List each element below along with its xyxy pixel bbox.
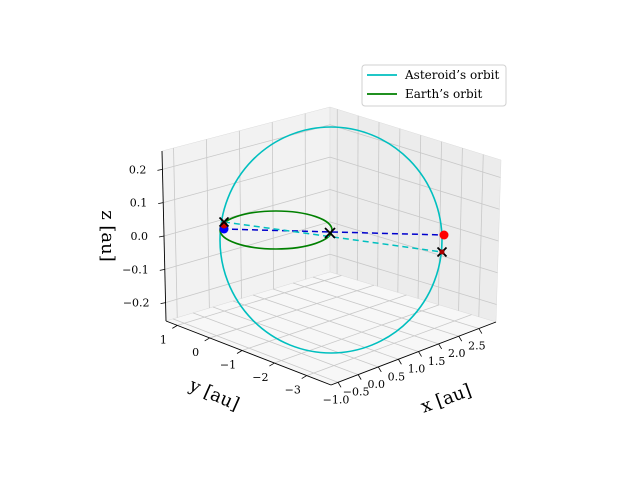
- y-tick-label: 1: [160, 333, 167, 346]
- x-tick-label: 0.0: [368, 378, 386, 391]
- legend: Asteroid’s orbit Earth’s orbit: [362, 65, 506, 106]
- x-tick-label: 2.0: [448, 347, 466, 360]
- y-axis-label: y [au]: [185, 374, 242, 415]
- y-tick-label: 0: [192, 346, 199, 359]
- z-tick-label: 0.0: [131, 230, 149, 243]
- legend-label-earth: Earth’s orbit: [405, 87, 482, 101]
- asteroid-position-marker: [440, 231, 449, 240]
- x-tick-label: −0.5: [343, 386, 370, 399]
- z-tick-label: 0.1: [130, 197, 148, 210]
- y-tick-label: −3: [285, 384, 301, 397]
- legend-label-asteroid: Asteroid’s orbit: [404, 68, 499, 82]
- x-tick-label: 2.5: [468, 340, 486, 353]
- x-axis-label: x [au]: [418, 380, 474, 418]
- z-axis-label: z [au]: [97, 210, 118, 262]
- z-tick-label: −0.2: [123, 297, 150, 310]
- y-tick-label: −1: [220, 358, 236, 371]
- x-tick-label: 1.5: [428, 355, 446, 368]
- y-tick-label: −2: [252, 371, 268, 384]
- x-tick-label: 1.0: [408, 363, 426, 376]
- z-tick-label: 0.2: [129, 163, 147, 176]
- asteroid-later-marker: [440, 250, 445, 255]
- x-tick-label: 0.5: [388, 370, 406, 383]
- z-tick-label: −0.1: [122, 263, 149, 276]
